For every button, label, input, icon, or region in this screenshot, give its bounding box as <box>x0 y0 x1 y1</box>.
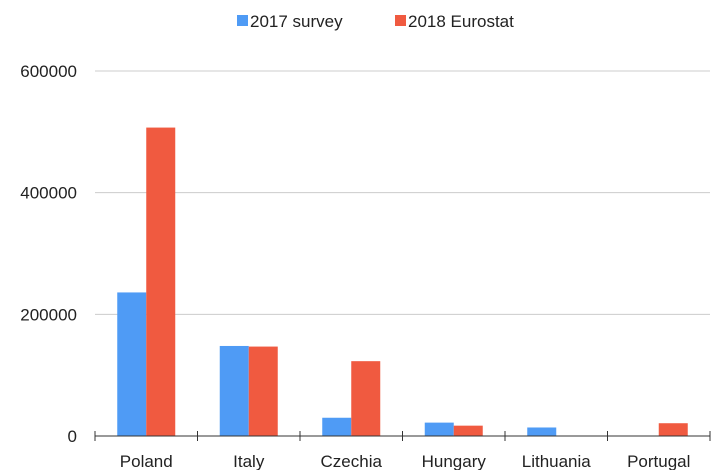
bar-2017-survey-poland <box>117 292 147 436</box>
legend-swatch-2018-eurostat <box>395 15 406 26</box>
bar-2018-eurostat-portugal <box>658 423 688 436</box>
bar-2017-survey-czechia <box>322 417 352 436</box>
legend-label-2018-eurostat: 2018 Eurostat <box>408 12 514 31</box>
x-tick-label: Czechia <box>321 452 383 470</box>
legend-swatch-2017-survey <box>237 15 248 26</box>
bar-2017-survey-hungary <box>424 422 454 436</box>
bar-2017-survey-italy <box>219 345 249 436</box>
y-tick-label: 400000 <box>20 184 77 203</box>
y-axis-labels: 0 200000 400000 600000 <box>20 62 77 446</box>
bar-2018-eurostat-czechia <box>351 361 381 436</box>
bar-2018-eurostat-poland <box>146 127 176 436</box>
x-tick-label: Poland <box>120 452 173 470</box>
legend-label-2017-survey: 2017 survey <box>250 12 343 31</box>
x-axis <box>94 431 711 441</box>
y-tick-label: 200000 <box>20 305 77 324</box>
x-axis-labels: Poland Italy Czechia Hungary Lithuania Portug… <box>120 452 691 470</box>
x-tick-label: Lithuania <box>522 452 592 470</box>
bars <box>117 127 688 436</box>
y-tick-label: 0 <box>68 427 77 446</box>
gridlines <box>95 70 710 315</box>
bar-2018-eurostat-italy <box>248 346 278 436</box>
chart-legend: 2017 survey 2018 Eurostat <box>237 12 514 31</box>
x-tick-label: Portugal <box>627 452 690 470</box>
x-tick-label: Hungary <box>422 452 487 470</box>
bar-2018-eurostat-hungary <box>453 425 483 436</box>
x-tick-label: Italy <box>233 452 265 470</box>
y-tick-label: 600000 <box>20 62 77 81</box>
bar-2017-survey-lithuania <box>527 427 557 436</box>
